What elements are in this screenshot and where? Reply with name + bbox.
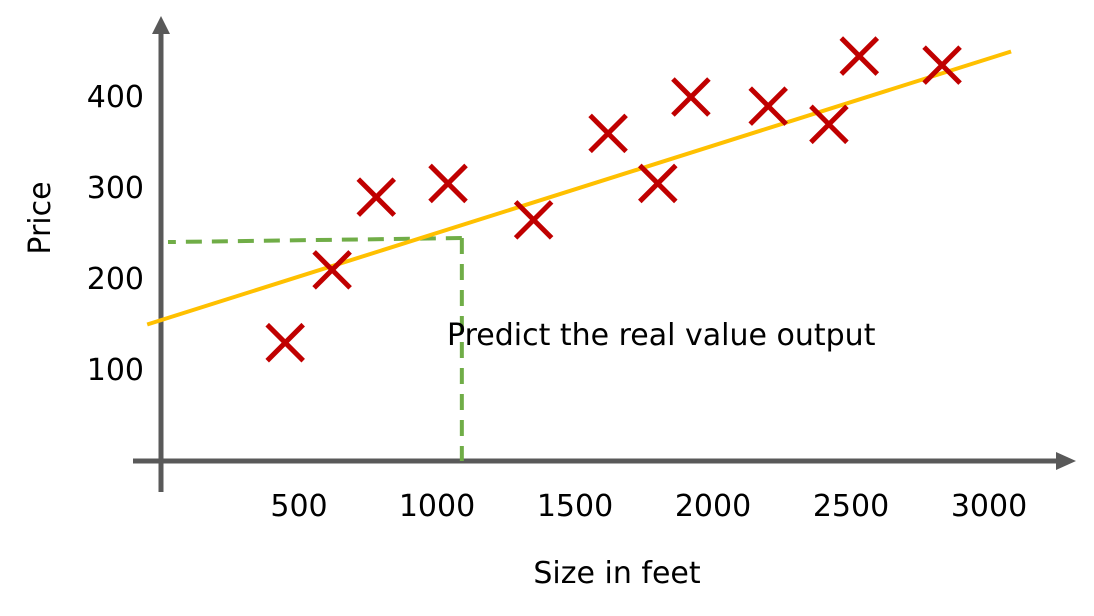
data-point-x-marker bbox=[430, 165, 466, 201]
y-tick-label: 100 bbox=[87, 353, 144, 388]
x-tick-label: 3000 bbox=[951, 489, 1027, 524]
tick-labels: 500 1000 1500 2000 2500 3000 100 200 300 400 bbox=[87, 80, 1027, 524]
data-point-x-marker bbox=[267, 325, 303, 361]
y-tick-label: 300 bbox=[87, 171, 144, 206]
x-axis-label: Size in feet bbox=[533, 556, 700, 591]
data-point-x-marker bbox=[924, 47, 960, 83]
x-tick-label: 1000 bbox=[399, 489, 475, 524]
data-point-x-marker bbox=[640, 165, 676, 201]
data-point-x-marker bbox=[590, 115, 626, 151]
x-tick-label: 2500 bbox=[813, 489, 889, 524]
data-point-x-marker bbox=[673, 79, 709, 115]
x-axis-arrowhead bbox=[1056, 452, 1076, 470]
x-tick-label: 1500 bbox=[537, 489, 613, 524]
y-axis-arrowhead bbox=[152, 16, 170, 34]
data-point-x-marker bbox=[358, 179, 394, 215]
data-point-x-marker bbox=[841, 38, 877, 74]
regression-fit-line bbox=[147, 52, 1011, 325]
y-tick-label: 400 bbox=[87, 80, 144, 115]
y-axis-label: Price bbox=[23, 181, 58, 254]
x-tick-label: 2000 bbox=[675, 489, 751, 524]
prediction-annotation: Predict the real value output bbox=[447, 318, 876, 353]
data-point-x-marker bbox=[750, 88, 786, 124]
plot-marks bbox=[147, 38, 1011, 461]
y-tick-label: 200 bbox=[87, 262, 144, 297]
data-point-x-marker bbox=[516, 202, 552, 238]
data-point-x-marker bbox=[811, 106, 847, 142]
x-tick-label: 500 bbox=[270, 489, 327, 524]
